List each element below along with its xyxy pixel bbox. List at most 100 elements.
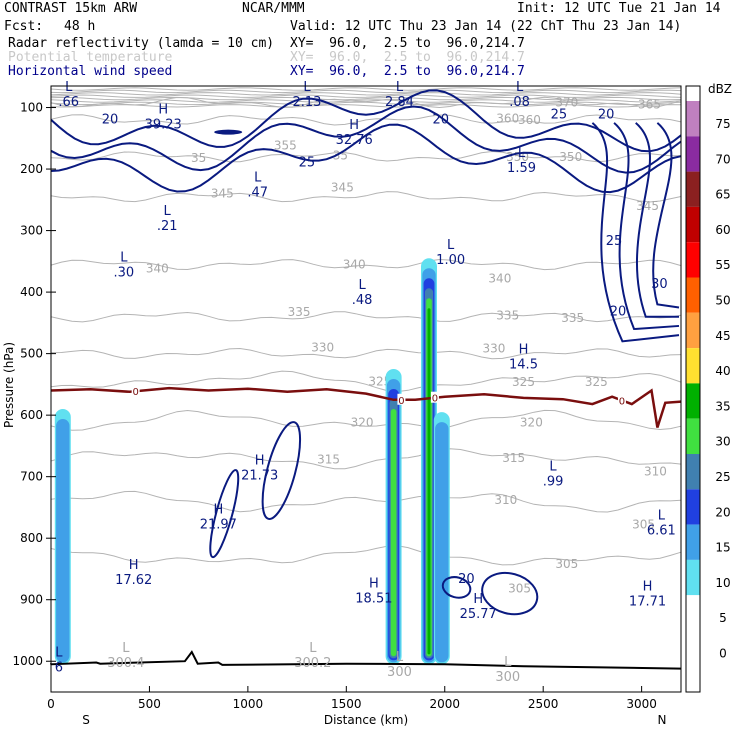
init-time: Init: 12 UTC Tue 21 Jan 14 (517, 1, 721, 16)
theta-contour-315 (50, 448, 682, 470)
high-value: 39.23 (145, 118, 182, 133)
field-wind-xy: XY= 96.0, 2.5 to 96.0,214.7 (290, 64, 525, 79)
field-wind-name: Horizontal wind speed (8, 64, 173, 79)
freezing-level-label: 0 (398, 396, 404, 407)
theta-label: 345 (211, 187, 234, 201)
wind-contour-closed (481, 571, 539, 616)
wind-jet-core (214, 129, 243, 135)
x-tick-label: 500 (138, 697, 161, 711)
low-value: .21 (157, 219, 178, 234)
terrain-line (50, 650, 682, 670)
x-axis-north-label: N (658, 713, 667, 727)
low-marker: L (309, 641, 317, 656)
high-value: 14.5 (509, 358, 538, 373)
colorbar-swatch-60 (686, 206, 700, 243)
forecast-label: Fcst: (4, 19, 44, 34)
colorbar-label: 35 (715, 399, 730, 413)
theta-contour-350 (50, 150, 682, 163)
y-tick-label: 1000 (12, 654, 43, 668)
high-value: 21.97 (200, 518, 237, 533)
colorbar-label: 55 (715, 258, 730, 272)
low-value: .47 (247, 185, 268, 200)
wind-contour-closed (209, 469, 240, 559)
wind-contour-label: 25 (606, 234, 623, 249)
freezing-level-label: 0 (619, 396, 625, 407)
theta-contour-upper-band (50, 87, 682, 91)
colorbar-label: 5 (719, 611, 727, 625)
theta-label: 325 (512, 375, 535, 389)
x-axis-label: Distance (km) (324, 713, 408, 727)
theta-label: 330 (483, 342, 506, 356)
low-value: 2.84 (385, 95, 414, 110)
low-value: 2.13 (292, 95, 321, 110)
wind-contour-label: 30 (651, 277, 668, 292)
wind-contour-right (652, 122, 680, 309)
freezing-level-label: 0 (132, 387, 138, 398)
wind-contour-label: 20 (610, 305, 627, 320)
theta-label: 340 (343, 257, 366, 271)
y-tick-label: 300 (20, 224, 43, 238)
high-value: 17.71 (629, 594, 666, 609)
low-marker: L (303, 80, 311, 95)
theta-label: 345 (636, 199, 659, 213)
high-marker: H (129, 558, 139, 573)
colorbar-label: 70 (715, 152, 730, 166)
high-value: 25.77 (460, 607, 497, 622)
wind-contour-label: 20 (458, 572, 475, 587)
colorbar-label: 25 (715, 470, 730, 484)
colorbar-swatch-25 (686, 454, 700, 490)
theta-contour-325 (50, 370, 682, 393)
theta-contour-upper-band (50, 96, 682, 101)
low-marker: L (516, 80, 524, 95)
colorbar-label: 10 (715, 576, 730, 590)
low-marker: L (55, 645, 63, 660)
radar-column-1740km (390, 409, 397, 657)
theta-contour-305 (50, 545, 682, 566)
colorbar-swatch-65 (686, 171, 700, 207)
theta-label: 325 (585, 375, 608, 389)
freezing-level-label-bg (397, 393, 406, 405)
colorbar-label: 30 (715, 435, 730, 449)
theta-contour-340 (50, 258, 682, 271)
theta-contour-370 (50, 96, 682, 109)
high-value: 32.76 (336, 133, 373, 148)
freezing-level-label-bg (617, 394, 626, 406)
low-value: .30 (114, 265, 135, 280)
colorbar-label: 15 (715, 541, 730, 555)
colorbar-label: 20 (715, 505, 730, 519)
radar-column-1920km (427, 308, 431, 655)
wind-contour-jet (50, 123, 682, 194)
theta-label: 35 (191, 151, 206, 165)
colorbar-swatch-15 (686, 524, 700, 560)
theta-contour-345 (50, 191, 682, 203)
colorbar-swatch-20 (686, 489, 700, 525)
field-reflectivity-name: Radar reflectivity (lamda = 10 cm) (8, 36, 275, 51)
colorbar-swatch-75 (686, 101, 700, 137)
theta-label: 320 (351, 416, 374, 430)
high-marker: H (213, 503, 223, 518)
wind-contour-label: 20 (433, 113, 450, 128)
low-value: 300 (495, 670, 520, 685)
theta-label: 305 (632, 518, 655, 532)
theta-contour-upper-band (50, 89, 682, 94)
high-value: 21.73 (241, 468, 278, 483)
colorbar-label: 45 (715, 329, 730, 343)
theta-contour-upper-band (50, 94, 682, 98)
colorbar-label: 40 (715, 364, 730, 378)
theta-contour-upper-band (50, 104, 682, 108)
theta-label: 310 (644, 465, 667, 479)
field-reflectivity-xy: XY= 96.0, 2.5 to 96.0,214.7 (290, 36, 525, 51)
high-marker: H (519, 343, 529, 358)
wind-contour-label: 20 (598, 108, 615, 123)
theta-label: 340 (488, 272, 511, 286)
low-value: 300 (387, 665, 412, 680)
high-marker: H (369, 576, 379, 591)
colorbar-label: 75 (715, 117, 730, 131)
colorbar-label: 50 (715, 294, 730, 308)
field-theta-xy: XY= 96.0, 2.5 to 96.0,214.7 (290, 50, 525, 65)
colorbar-swatch-10 (686, 559, 700, 596)
wind-contour-right (613, 122, 680, 331)
colorbar-label: 65 (715, 188, 730, 202)
low-marker: L (396, 80, 404, 95)
low-marker: L (396, 650, 404, 665)
